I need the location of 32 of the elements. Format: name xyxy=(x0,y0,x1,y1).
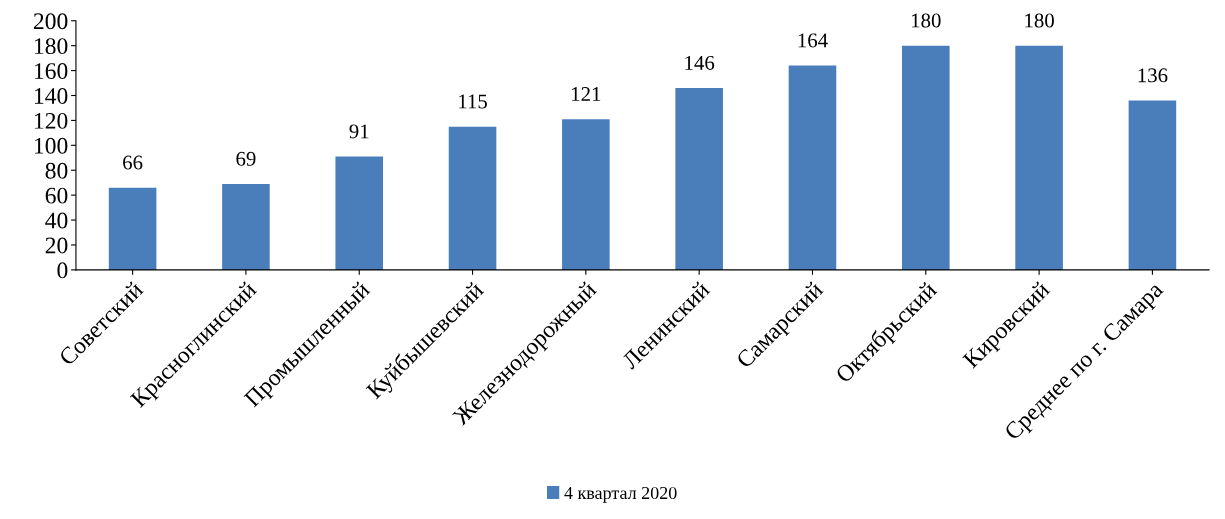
data-label: 136 xyxy=(1138,68,1168,83)
bar xyxy=(902,45,950,270)
data-label: 180 xyxy=(1025,13,1054,28)
bar xyxy=(335,156,384,270)
y-tick-label: 20 xyxy=(45,237,68,254)
data-label: 91 xyxy=(349,124,369,139)
y-tick-label: 120 xyxy=(34,112,68,129)
y-tick-label: 160 xyxy=(34,63,68,80)
y-tick-label: 0 xyxy=(57,262,68,279)
legend-label: 4 квартал 2020 xyxy=(564,486,677,503)
bar xyxy=(675,88,723,270)
y-tick-label: 100 xyxy=(34,137,68,154)
bar xyxy=(1015,45,1063,270)
bar xyxy=(562,119,610,270)
bar xyxy=(222,183,270,270)
data-label: 164 xyxy=(798,33,828,48)
y-tick-label: 40 xyxy=(45,212,68,229)
data-label: 180 xyxy=(912,13,941,28)
data-label: 66 xyxy=(123,155,143,170)
bar xyxy=(1128,100,1177,270)
y-tick-label: 80 xyxy=(45,162,68,179)
data-label: 121 xyxy=(572,87,601,101)
data-label: 115 xyxy=(459,94,487,109)
data-label: 69 xyxy=(236,151,256,166)
bar xyxy=(788,65,837,270)
bar xyxy=(108,187,157,270)
y-tick-label: 140 xyxy=(34,87,68,104)
y-tick-label: 200 xyxy=(33,13,68,30)
data-label: 146 xyxy=(685,55,715,70)
y-tick-label: 60 xyxy=(45,187,68,204)
bar xyxy=(448,126,497,270)
y-tick-label: 180 xyxy=(34,38,68,55)
